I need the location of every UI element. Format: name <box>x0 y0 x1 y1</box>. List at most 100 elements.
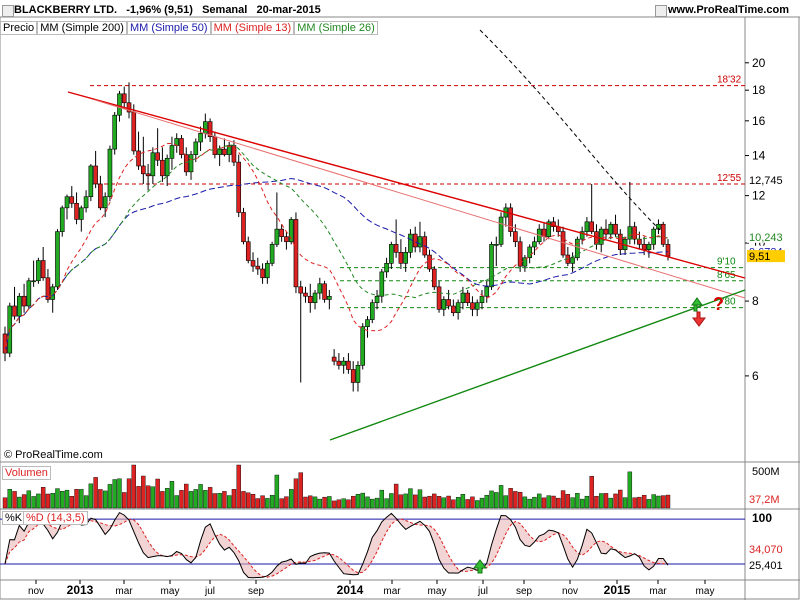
volume-bar <box>141 475 146 509</box>
sma200-line <box>479 29 661 231</box>
volume-bar <box>541 497 547 509</box>
stoch-d-label[interactable]: %D (14,3,5) <box>23 511 88 525</box>
volume-bar <box>26 490 32 509</box>
candle-body <box>431 268 437 288</box>
candle-body <box>374 295 380 304</box>
volume-bar <box>551 495 556 509</box>
volume-bar <box>570 497 575 509</box>
stoch-d-line <box>4 518 669 578</box>
volume-bar <box>88 483 94 509</box>
candle-body <box>365 319 370 327</box>
candle-body <box>45 277 51 300</box>
candle-body <box>21 295 27 307</box>
candle-body <box>589 221 594 232</box>
candle-body <box>527 246 532 259</box>
candle-body <box>598 228 604 245</box>
candle-body <box>665 244 671 257</box>
volume-bar <box>360 492 365 509</box>
volume-bar <box>64 489 70 509</box>
volume-bar <box>21 494 27 509</box>
date-label: 20-mar-2015 <box>256 4 321 16</box>
legend-sma200[interactable]: MM (Simple 200) <box>37 21 127 35</box>
volume-bar <box>432 493 437 509</box>
volume-bar <box>274 474 280 509</box>
volume-bar <box>7 489 12 509</box>
candle-body <box>74 203 79 220</box>
volume-bar <box>98 489 103 509</box>
volume-bar <box>470 496 475 509</box>
candle-body <box>379 271 385 297</box>
volume-bar <box>475 500 480 509</box>
candle-body <box>274 228 280 245</box>
candle-body <box>303 292 308 297</box>
candle-body <box>183 154 189 173</box>
candle-body <box>250 260 256 267</box>
volume-bar <box>17 496 22 509</box>
candle-body <box>26 280 32 307</box>
candle-body <box>269 244 275 264</box>
time-axis-label: nov <box>562 586 578 597</box>
candle-body <box>355 364 361 383</box>
down-arrow-icon <box>692 311 706 327</box>
volume-bar <box>55 488 60 509</box>
stoch-k-label[interactable]: %K <box>2 511 26 525</box>
candle-body <box>279 228 284 237</box>
time-axis-label: jul <box>204 586 215 597</box>
candle-body <box>36 260 41 282</box>
volume-bar <box>422 496 427 509</box>
candle-body <box>470 302 475 310</box>
stoch-k-current: 25,401 <box>749 560 783 572</box>
volume-bar <box>622 497 628 509</box>
volume-bar <box>40 487 46 509</box>
candle-body <box>346 360 351 370</box>
volume-bar <box>494 492 499 509</box>
site-label[interactable]: www.ProRealTime.com <box>668 4 790 16</box>
volume-bar <box>451 499 456 509</box>
volume-bar <box>513 491 518 509</box>
volume-bar <box>188 491 194 509</box>
candle-body <box>474 302 480 310</box>
window-menu-icon[interactable] <box>2 5 14 17</box>
volume-bar <box>427 495 432 509</box>
volume-bar <box>308 495 313 509</box>
volume-bar <box>618 489 623 509</box>
volume-bar <box>517 491 523 509</box>
candle-body <box>546 221 552 237</box>
candle-body <box>489 244 494 288</box>
value-tag-label: 12,745 <box>749 175 783 187</box>
volume-bar <box>632 497 637 509</box>
volume-bar <box>122 492 127 509</box>
time-axis-label: mar <box>649 586 667 597</box>
candle-body <box>465 292 470 304</box>
candle-body <box>455 302 461 314</box>
legend-sma50[interactable]: MM (Simple 50) <box>126 21 211 35</box>
candle-body <box>298 286 304 294</box>
volume-bar <box>126 478 132 509</box>
legend-sma13[interactable]: MM (Simple 13) <box>210 21 295 35</box>
candle-body <box>384 263 389 273</box>
sma26-line <box>4 144 669 354</box>
volume-bar <box>74 489 79 509</box>
volume-bar <box>207 487 213 509</box>
legend-price[interactable]: Precio <box>0 21 38 35</box>
volume-bar <box>408 488 413 509</box>
time-axis-label: 2013 <box>67 583 94 597</box>
volume-bar <box>389 493 394 509</box>
volume-label[interactable]: Volumen <box>2 466 51 480</box>
volume-bar <box>107 484 113 509</box>
candle-body <box>150 152 156 177</box>
candle-body <box>40 260 46 279</box>
candle-body <box>532 241 537 248</box>
legend-sma26[interactable]: MM (Simple 26) <box>294 21 378 35</box>
time-axis-label: may <box>696 586 715 597</box>
value-tag-bg <box>747 250 785 263</box>
volume-bar <box>565 494 571 509</box>
candle-body <box>117 93 122 116</box>
volume-bar <box>537 493 542 509</box>
price-tick-label: 6 <box>752 369 759 383</box>
value-tag-label: 10,243 <box>749 232 783 244</box>
volume-bar <box>246 492 251 509</box>
resistance-trendline <box>67 91 746 279</box>
level-label: 7'80 <box>717 297 736 308</box>
minimize-icon[interactable] <box>655 5 667 17</box>
